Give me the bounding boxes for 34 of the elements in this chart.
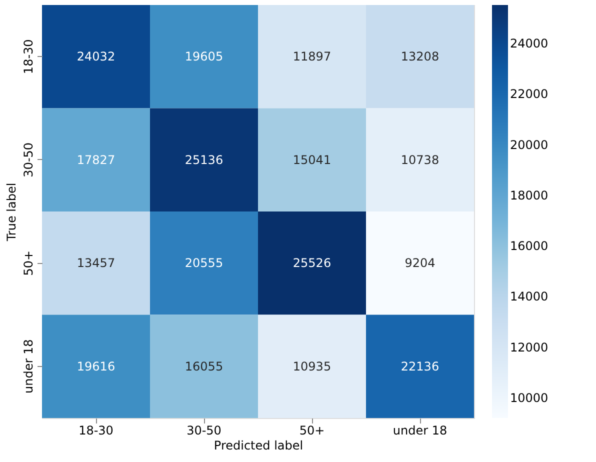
color-bar-label: 24000: [510, 36, 548, 51]
data-label: 10935: [292, 359, 332, 374]
y-tick-label: 50+: [22, 250, 36, 276]
data-label: 24032: [76, 50, 116, 64]
data-label: 20555: [184, 256, 224, 270]
data-label: 10738: [400, 152, 440, 167]
data-label: 25526: [292, 256, 332, 270]
data-label: 13208: [400, 50, 440, 64]
data-label: 13457: [76, 256, 116, 270]
x-tick-label: 30-50: [186, 424, 222, 438]
x-tick-label: 18-30: [78, 424, 114, 438]
data-label: 9204: [404, 256, 436, 270]
data-label: 25136: [184, 152, 224, 167]
y-tick-label: 18-30: [22, 39, 36, 74]
color-bar-label: 18000: [510, 188, 548, 202]
x-tick-label: under 18: [392, 424, 448, 438]
x-tick-label: 50+: [299, 424, 325, 438]
color-bar-label: 14000: [510, 290, 548, 304]
color-bar-label: 10000: [510, 390, 548, 405]
data-label: 19616: [76, 359, 116, 374]
x-axis-title: Predicted label: [214, 438, 304, 452]
data-label: 16055: [184, 359, 224, 374]
color-bar-label: 16000: [510, 239, 548, 254]
y-tick-label: under 18: [22, 339, 36, 394]
y-tick-label: 30-50: [22, 142, 36, 178]
color-bar-label: 20000: [510, 138, 548, 152]
data-label: 11897: [292, 50, 332, 64]
data-label: 19605: [184, 50, 224, 64]
color-bar-label: 12000: [510, 340, 548, 354]
data-label: 15041: [292, 152, 332, 167]
data-label: 17827: [76, 152, 116, 167]
data-label: 22136: [400, 359, 440, 374]
y-axis-title: True label: [4, 182, 18, 242]
color-bar-label: 22000: [510, 87, 548, 102]
